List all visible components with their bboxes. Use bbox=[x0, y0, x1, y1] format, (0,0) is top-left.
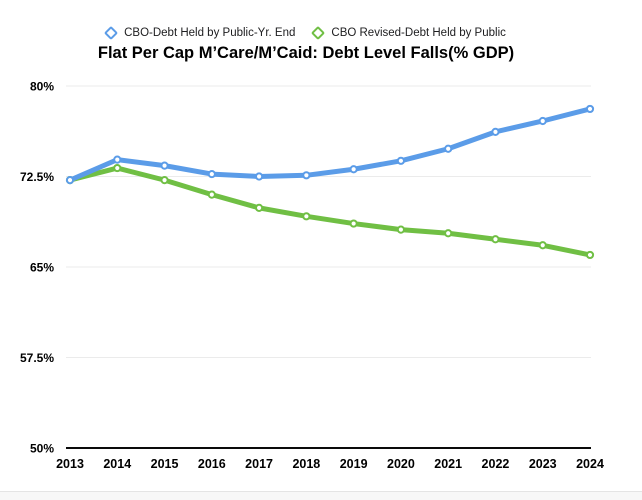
point-cbo-baseline-2019 bbox=[349, 165, 358, 174]
point-cbo-revised-2018 bbox=[302, 212, 311, 221]
y-tick-label: 50% bbox=[30, 442, 54, 456]
series-line-cbo-baseline bbox=[67, 106, 593, 183]
x-tick-label-2021: 2021 bbox=[434, 457, 462, 471]
legend-label: CBO-Debt Held by Public-Yr. End bbox=[124, 27, 296, 39]
point-cbo-baseline-2014 bbox=[113, 155, 122, 164]
point-cbo-revised-2024 bbox=[585, 250, 595, 260]
y-tick-label: 65% bbox=[30, 261, 54, 275]
point-cbo-baseline-2024 bbox=[585, 104, 595, 114]
point-cbo-baseline-2017 bbox=[254, 172, 264, 181]
chart-title: Flat Per Cap M’Care/M’Caid: Debt Level F… bbox=[97, 44, 515, 62]
series-line-cbo-revised bbox=[67, 165, 593, 258]
y-tick-label: 72.5% bbox=[20, 170, 54, 184]
y-tick-label: 57.5% bbox=[20, 351, 54, 365]
point-cbo-baseline-2023 bbox=[538, 116, 547, 126]
point-cbo-baseline-2020 bbox=[396, 156, 406, 165]
legend-item-cbo-revised[interactable]: CBO Revised-Debt Held by Public bbox=[311, 25, 506, 41]
x-tick-label-2015: 2015 bbox=[151, 457, 179, 471]
x-tick-label-2022: 2022 bbox=[482, 457, 510, 471]
point-cbo-revised-2015 bbox=[160, 176, 169, 185]
point-cbo-revised-2021 bbox=[444, 229, 453, 238]
point-cbo-revised-2017 bbox=[254, 203, 264, 212]
x-tick-label-2024: 2024 bbox=[576, 457, 604, 471]
point-cbo-revised-2022 bbox=[491, 235, 500, 244]
x-tick-label-2016: 2016 bbox=[198, 457, 226, 471]
x-tick-label-2014: 2014 bbox=[103, 457, 131, 471]
x-tick-label-2023: 2023 bbox=[529, 457, 557, 471]
point-cbo-baseline-2018 bbox=[302, 171, 311, 180]
x-tick-label-2013: 2013 bbox=[56, 457, 84, 471]
point-cbo-baseline-2013 bbox=[65, 176, 75, 185]
x-tick-label-2020: 2020 bbox=[387, 457, 415, 471]
point-cbo-revised-2019 bbox=[349, 219, 358, 228]
point-cbo-revised-2016 bbox=[207, 190, 216, 199]
chart-legend: CBO-Debt Held by Public-Yr. End CBO Revi… bbox=[104, 24, 506, 42]
x-tick-label-2018: 2018 bbox=[292, 457, 320, 471]
point-cbo-revised-2023 bbox=[538, 241, 547, 250]
legend-item-cbo-baseline[interactable]: CBO-Debt Held by Public-Yr. End bbox=[104, 25, 296, 41]
point-cbo-revised-2020 bbox=[396, 225, 406, 234]
point-cbo-baseline-2021 bbox=[444, 144, 453, 153]
y-tick-label: 80% bbox=[30, 80, 54, 94]
point-cbo-revised-2014 bbox=[113, 163, 122, 173]
point-cbo-baseline-2016 bbox=[207, 169, 216, 179]
point-cbo-baseline-2022 bbox=[491, 127, 500, 136]
x-tick-label-2019: 2019 bbox=[340, 457, 368, 471]
x-tick-label-2017: 2017 bbox=[245, 457, 273, 471]
window-bottom-edge bbox=[0, 491, 642, 500]
legend-label: CBO Revised-Debt Held by Public bbox=[331, 27, 506, 39]
chart-header: CBO-Debt Held by Public-Yr. End CBO Revi… bbox=[0, 24, 612, 63]
point-cbo-baseline-2015 bbox=[160, 161, 169, 170]
